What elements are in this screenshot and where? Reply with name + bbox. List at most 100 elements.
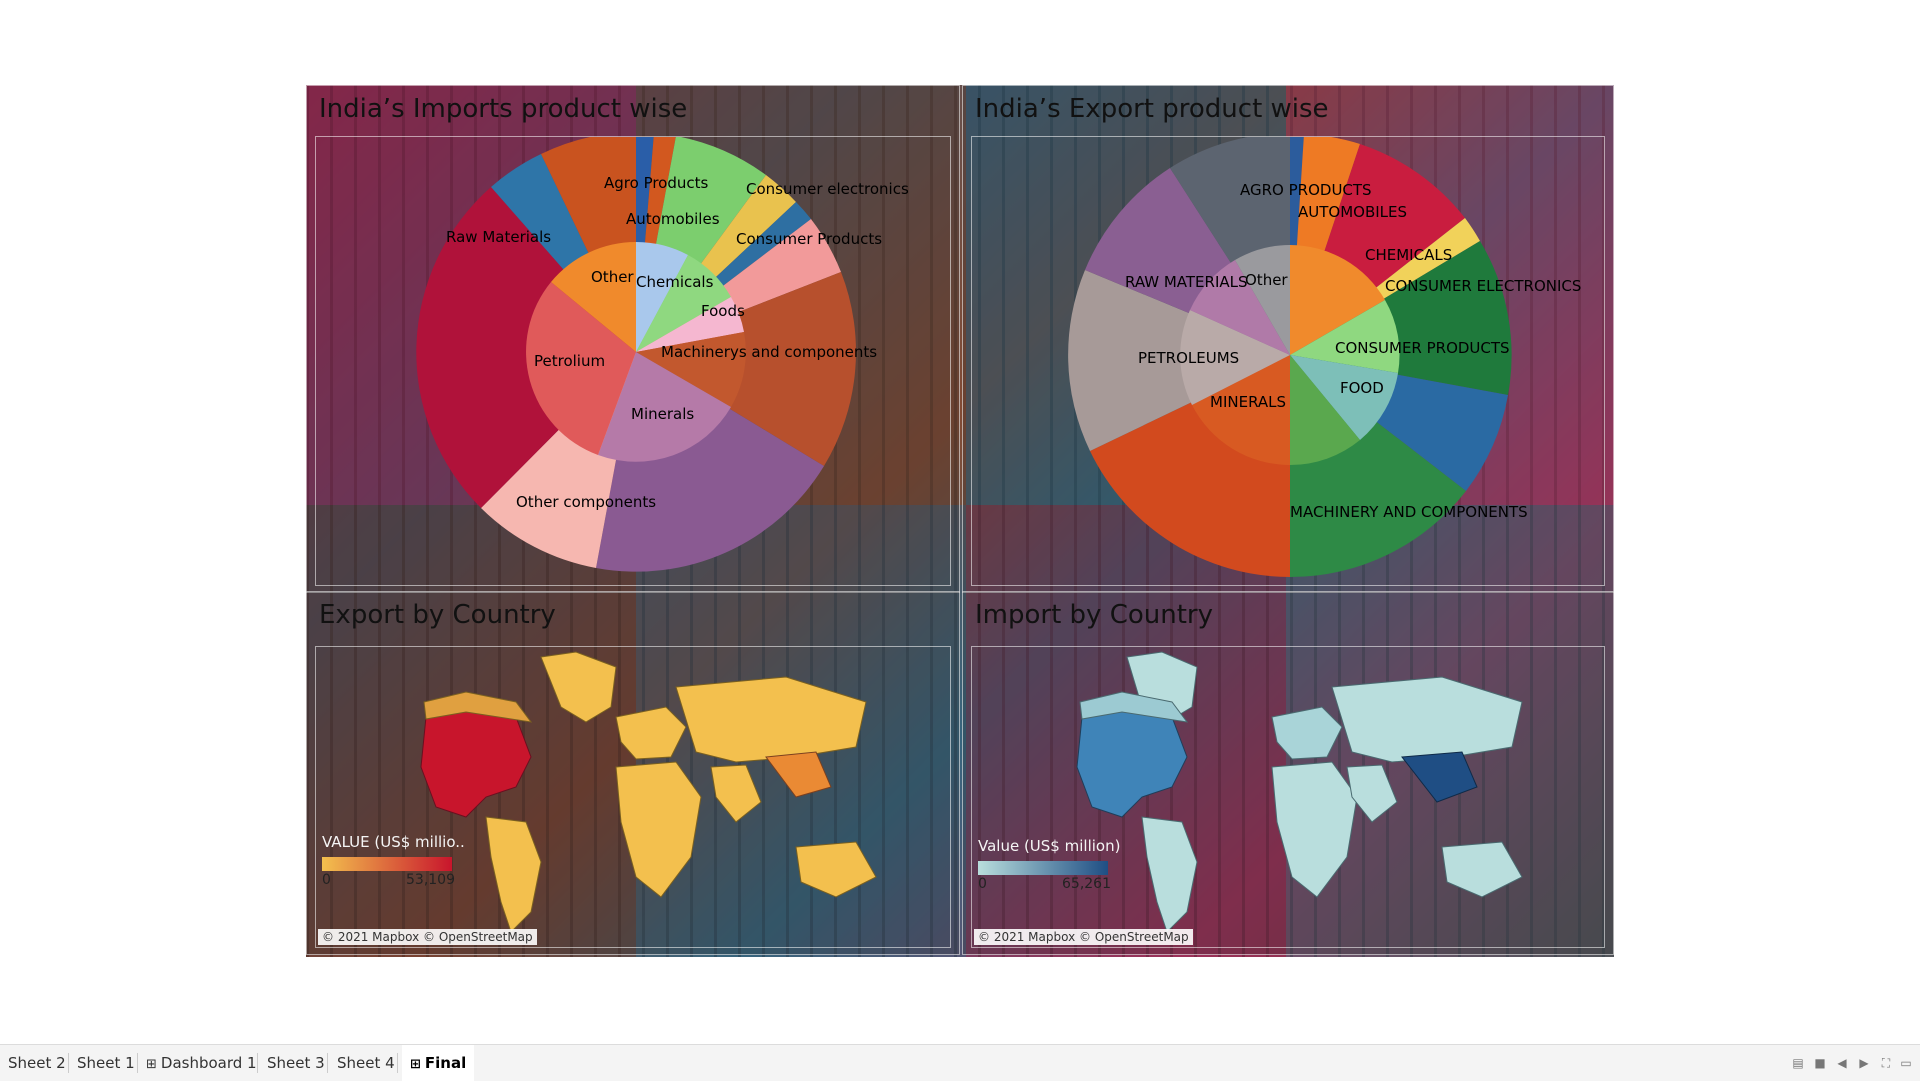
pie-inner-slice[interactable] [1290,300,1400,373]
map-region-russia-asia[interactable] [675,676,867,763]
pie-inner-slice[interactable] [1192,355,1290,465]
exports-product-title: India’s Export product wise [975,94,1329,124]
map-region-russia-asia[interactable] [1331,676,1523,763]
import-country-title: Import by Country [975,600,1213,630]
pie-label: CHEMICALS [1365,246,1452,264]
import-legend-title: Value (US$ million) [978,837,1121,855]
export-map-area[interactable]: VALUE (US$ millio.. 0 53,109 © 2021 Mapb… [315,646,951,948]
map-attribution[interactable]: © 2021 Mapbox © OpenStreetMap [974,929,1193,945]
map-region-usa[interactable] [420,708,532,818]
pie-label: Agro Products [604,174,709,192]
import-map-area[interactable]: Value (US$ million) 0 65,261 © 2021 Mapb… [971,646,1605,948]
tab-separator [327,1053,328,1073]
pie-inner-slice[interactable] [598,352,731,462]
tab-final[interactable]: ⊞ Final [402,1045,475,1081]
pie-label: CONSUMER ELECTRONICS [1385,277,1581,295]
pie-inner-slice[interactable] [1290,355,1398,440]
map-region-europe[interactable] [615,706,687,760]
import-legend-gradient [978,861,1108,875]
pie-slice[interactable] [636,272,856,466]
map-region-greenland[interactable] [540,651,617,723]
pie-slice[interactable] [1068,270,1290,451]
legend-min: 0 [978,876,987,892]
legend-max: 53,109 [406,872,455,888]
dashboard-canvas: India’s Imports product wise [306,85,1614,957]
legend-min: 0 [322,872,331,888]
map-region-south-america[interactable] [1141,816,1198,933]
pie-label: Minerals [631,405,694,423]
legend-max: 65,261 [1062,876,1111,892]
tab-label: Sheet 2 [8,1054,66,1072]
export-country-panel: Export by Country VALUE (US$ millio.. 0 [306,591,960,955]
map-region-africa[interactable] [615,761,702,898]
imports-pie-chart[interactable]: Agro Products Automobiles Consumer elect… [316,132,952,587]
import-world-map[interactable] [972,647,1606,947]
imports-pie-area[interactable]: Agro Products Automobiles Consumer elect… [315,132,952,587]
imports-product-title: India’s Imports product wise [319,94,688,124]
pie-inner-slice[interactable] [1235,245,1290,355]
pie-label: MINERALS [1210,393,1286,411]
previous-icon[interactable]: ◀ [1837,1056,1847,1070]
pie-inner-slice[interactable] [526,282,636,455]
map-region-south-america[interactable] [485,816,542,933]
pie-label: Foods [701,302,745,320]
tab-separator [257,1053,258,1073]
export-legend-ticks: 0 53,109 [322,871,457,888]
pie-inner-slice[interactable] [1290,245,1385,355]
pie-inner-slice[interactable] [1180,310,1290,405]
export-legend-gradient [322,857,452,871]
pie-label: Petrolium [534,352,605,370]
pie-inner-slice[interactable] [636,255,731,352]
present-icon[interactable]: ▭ [1900,1056,1912,1070]
pie-label: Automobiles [626,210,720,228]
pie-label: Consumer electronics [746,180,909,198]
pie-inner-slice[interactable] [551,241,636,352]
tab-sheet-3[interactable]: Sheet 3 [267,1045,325,1081]
tab-sheet-1[interactable]: Sheet 1 [77,1045,135,1081]
tab-label: Sheet 3 [267,1054,325,1072]
map-attribution[interactable]: © 2021 Mapbox © OpenStreetMap [318,929,537,945]
map-region-usa[interactable] [1076,708,1188,818]
next-icon[interactable]: ▶ [1859,1056,1869,1070]
import-country-panel: Import by Country Value (US$ million) 0 [962,591,1614,955]
imports-product-panel: India’s Imports product wise [306,85,960,593]
pie-inner-slice[interactable] [636,297,744,352]
filmstrip-icon[interactable]: ■ [1814,1056,1826,1070]
map-region-africa[interactable] [1271,761,1358,898]
export-world-map[interactable] [316,647,952,947]
pie-label: RAW MATERIALS [1125,273,1248,291]
export-country-title: Export by Country [319,600,556,630]
map-region-canada[interactable] [423,691,533,723]
pie-inner-slice[interactable] [1190,260,1290,355]
pie-label: AUTOMOBILES [1298,203,1407,221]
pie-label: PETROLEUMS [1138,349,1239,367]
pie-inner-slice[interactable] [1290,355,1360,466]
tab-dashboard-1[interactable]: ⊞ Dashboard 1 [146,1045,257,1081]
map-region-australia[interactable] [795,841,877,898]
tab-sheet-4[interactable]: Sheet 4 [337,1045,395,1081]
map-region-europe[interactable] [1271,706,1343,760]
import-legend: Value (US$ million) 0 65,261 [978,837,1121,892]
map-region-china[interactable] [765,751,832,798]
pie-label: Raw Materials [446,228,551,246]
tab-separator [397,1053,398,1073]
map-region-south-asia[interactable] [1346,764,1398,823]
exports-pie-chart[interactable]: AGRO PRODUCTS AUTOMOBILES CHEMICALS CONS… [972,132,1606,587]
tab-sheet-2[interactable]: Sheet 2 [8,1045,66,1081]
grid-icon: ⊞ [410,1057,421,1072]
pie-label: Other components [516,493,656,511]
map-region-china[interactable] [1401,751,1478,803]
map-region-south-asia[interactable] [710,764,762,823]
map-region-canada[interactable] [1079,691,1189,723]
sheet-sorter-icon[interactable]: ▤ [1792,1056,1804,1070]
pie-label: Machinerys and components [661,343,877,361]
fullscreen-icon[interactable]: ⛶ [1881,1056,1891,1070]
exports-pie-area[interactable]: AGRO PRODUCTS AUTOMOBILES CHEMICALS CONS… [971,132,1606,587]
map-region-australia[interactable] [1441,841,1523,898]
tab-label: Dashboard 1 [160,1054,257,1072]
pie-inner-slice[interactable] [636,241,688,352]
pie-inner-slice[interactable] [636,332,746,407]
export-legend-title: VALUE (US$ millio.. [322,833,465,851]
pie-label: Other [591,268,634,286]
grid-icon: ⊞ [146,1057,157,1072]
